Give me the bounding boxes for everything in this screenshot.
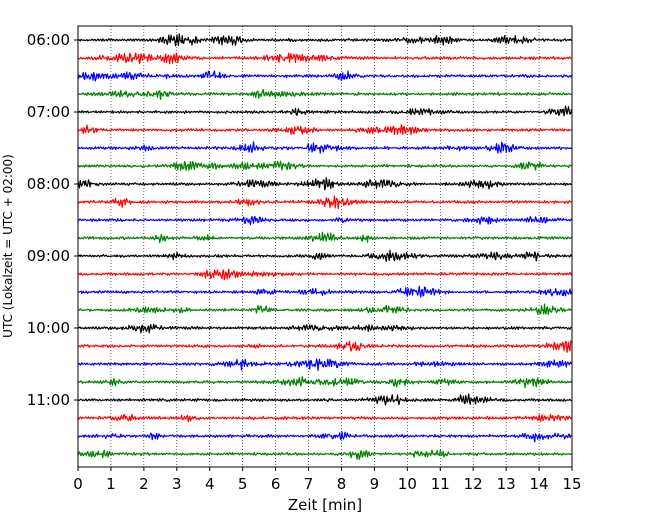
y-tick-label: 08:00 (27, 175, 70, 193)
trace-group (77, 33, 573, 460)
trace-line (77, 431, 572, 443)
x-tick-label: 7 (304, 475, 314, 493)
x-tick-label: 6 (271, 475, 281, 493)
x-tick-label: 0 (73, 475, 83, 493)
trace-line (77, 413, 572, 423)
trace-line (77, 285, 573, 298)
trace-line (77, 105, 573, 117)
x-axis: 0 1 2 3 4 5 6 7 8 9 10 11 12 13 14 15 (73, 467, 582, 493)
x-tick-label: 8 (337, 475, 347, 493)
plot-frame (77, 25, 573, 468)
x-tick-label: 2 (139, 475, 149, 493)
trace-line (77, 124, 572, 136)
trace-line (77, 70, 573, 82)
trace-line (77, 303, 572, 315)
trace-line (77, 141, 572, 154)
trace-line (77, 177, 572, 191)
trace-line (77, 88, 572, 101)
trace-line (77, 160, 572, 171)
trace-line (77, 33, 572, 47)
y-axis: 06:00 07:00 08:00 09:00 10:00 11:00 (27, 31, 78, 409)
trace-line (77, 358, 573, 372)
trace-line (77, 268, 573, 281)
y-tick-label: 09:00 (27, 247, 70, 265)
x-tick-label: 13 (497, 475, 516, 493)
x-tick-label: 14 (530, 475, 549, 493)
trace-line (77, 52, 572, 65)
x-tick-label: 10 (398, 475, 417, 493)
x-tick-label: 15 (562, 475, 581, 493)
trace-line (77, 195, 572, 210)
x-tick-label: 9 (370, 475, 380, 493)
y-tick-label: 06:00 (27, 31, 70, 49)
trace-line (77, 376, 573, 389)
y-tick-label: 10:00 (27, 319, 70, 337)
x-tick-label: 4 (205, 475, 215, 493)
x-tick-label: 11 (431, 475, 450, 493)
x-tick-label: 5 (238, 475, 248, 493)
x-tick-label: 3 (172, 475, 182, 493)
trace-line (77, 449, 572, 460)
y-tick-label: 11:00 (27, 391, 70, 409)
trace-line (77, 231, 572, 244)
x-tick-label: 1 (106, 475, 116, 493)
trace-line (77, 393, 572, 406)
y-axis-title: UTC (Lokalzeit = UTC + 02:00) (1, 154, 15, 338)
x-axis-title: Zeit [min] (288, 496, 362, 514)
trace-line (77, 340, 573, 353)
x-tick-label: 12 (464, 475, 483, 493)
y-tick-label: 07:00 (27, 103, 70, 121)
trace-line (77, 323, 572, 334)
trace-line (77, 215, 573, 226)
trace-line (77, 249, 573, 263)
